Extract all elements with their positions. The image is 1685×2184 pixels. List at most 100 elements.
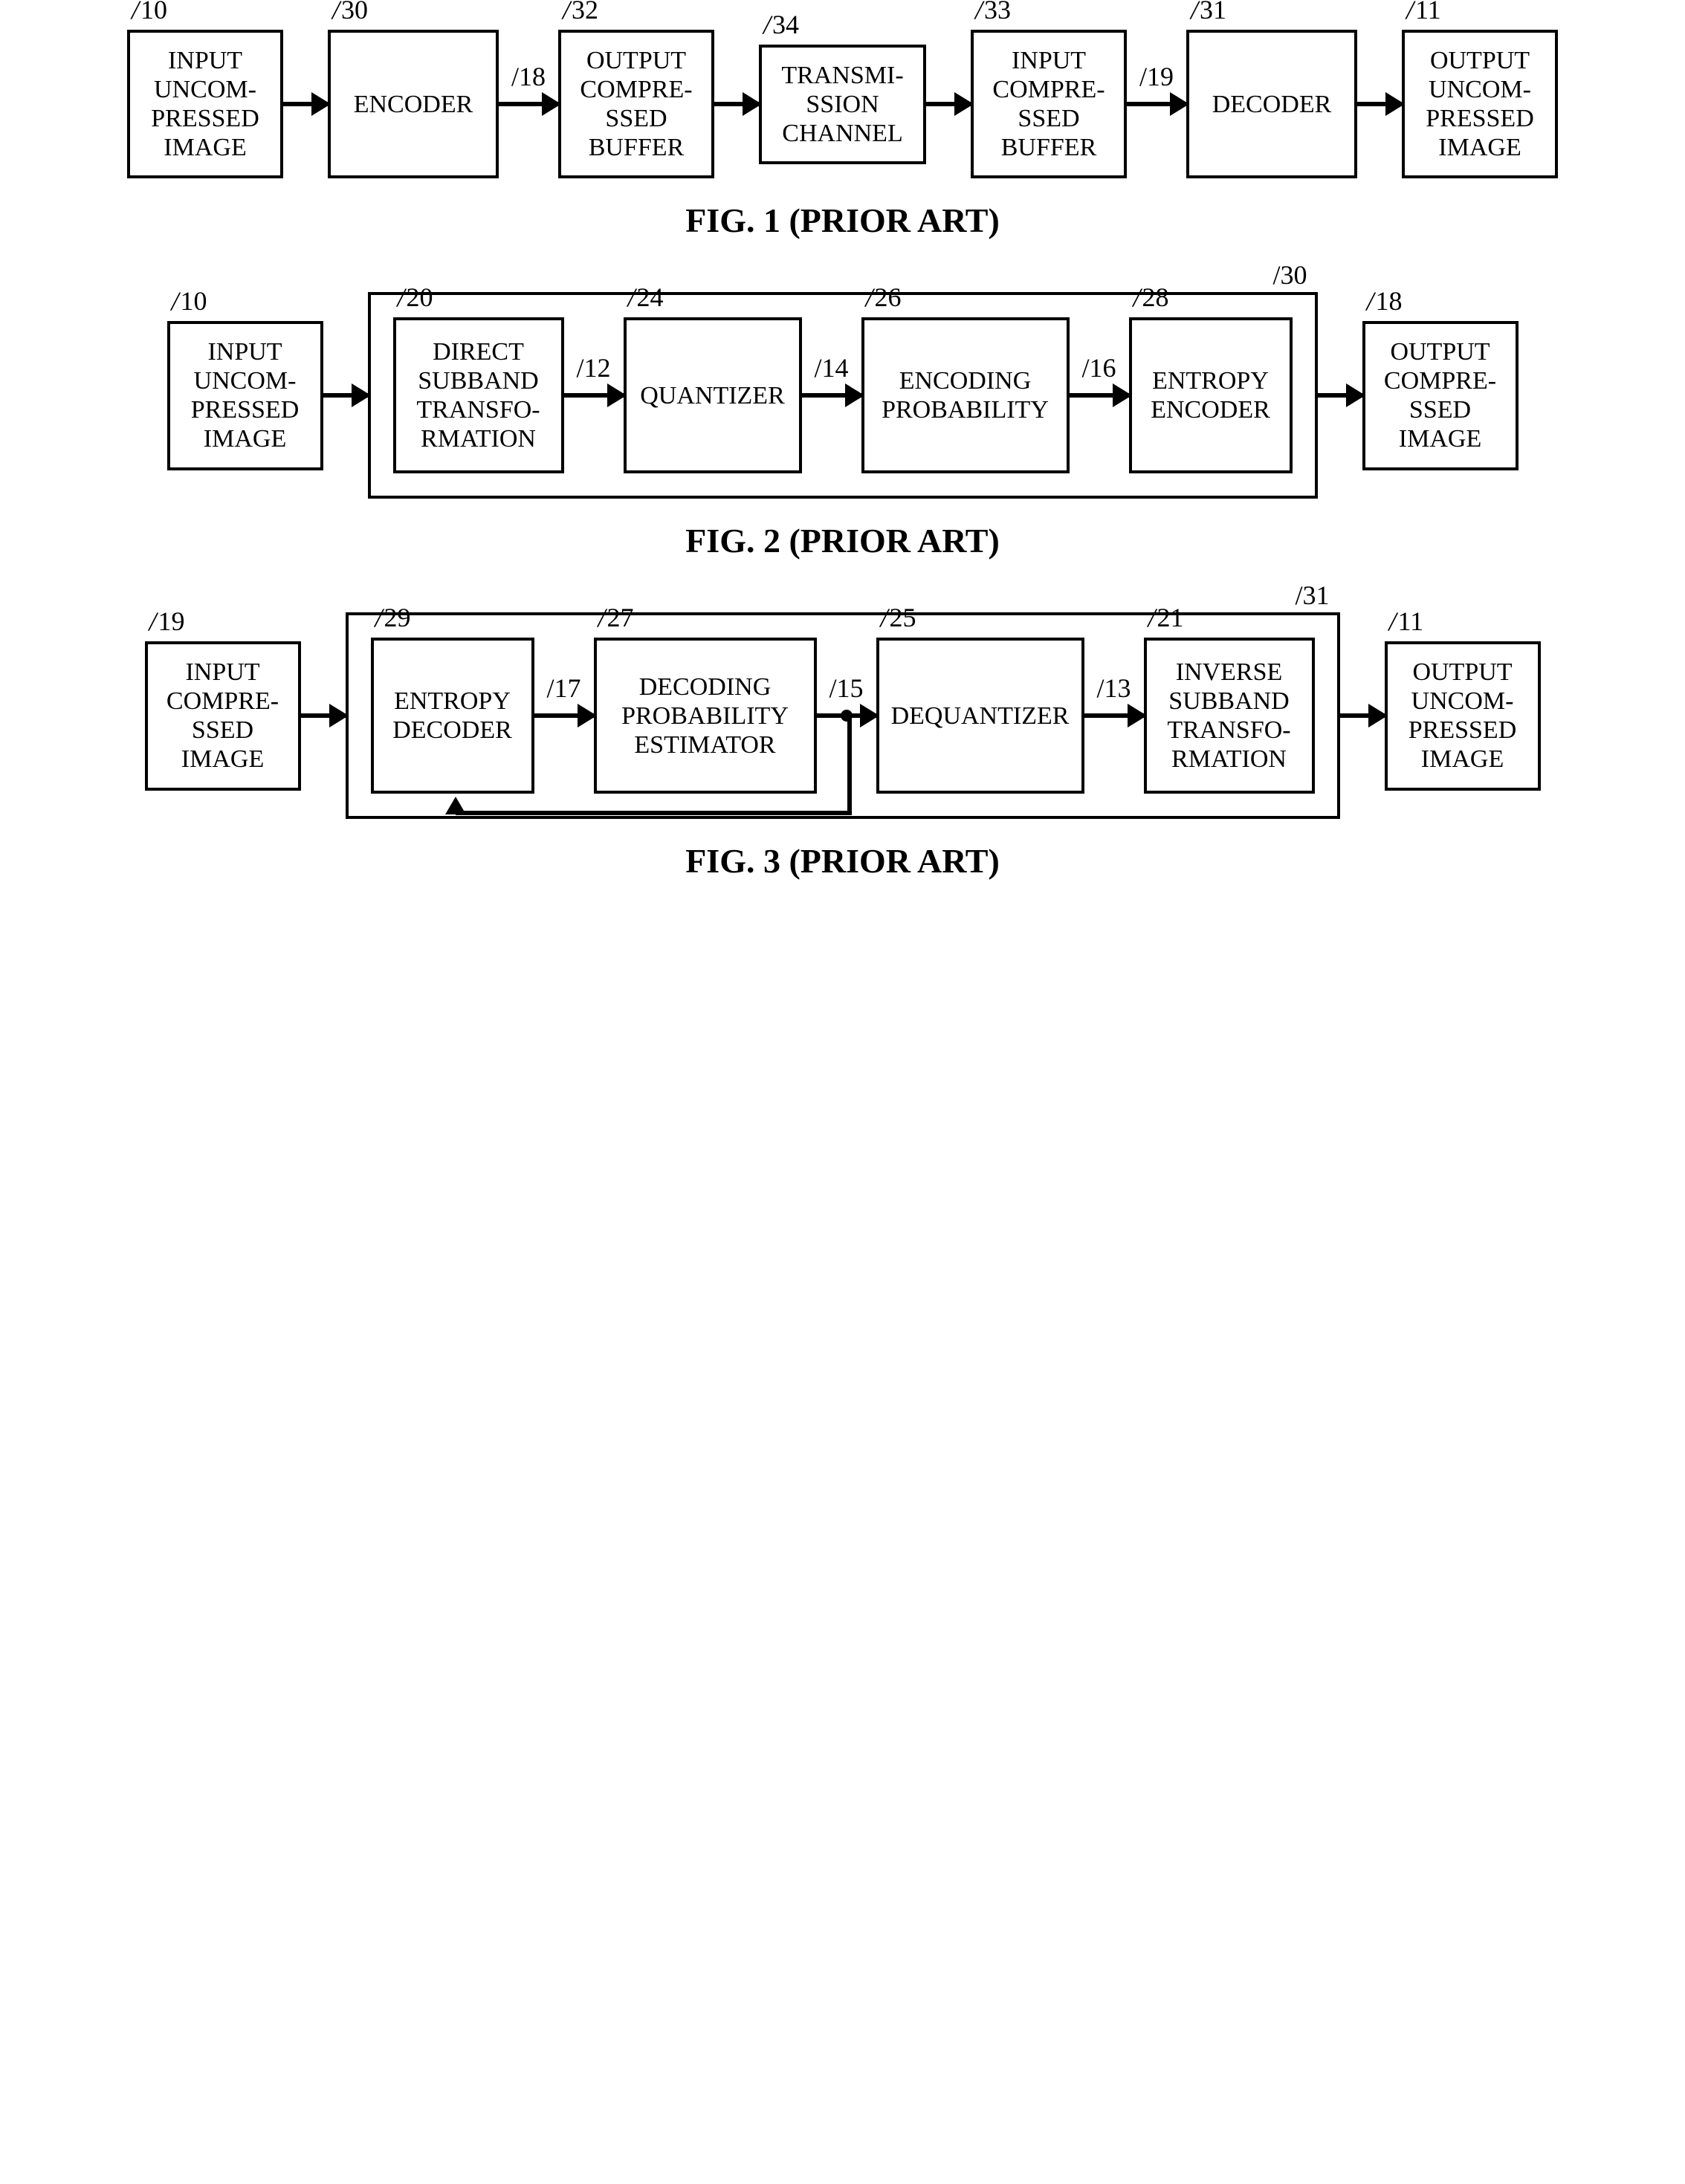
line: ENCODER — [354, 90, 473, 119]
fig2-block-dst: /20 DIRECT SUBBAND TRANSFO- RMATION — [393, 317, 564, 473]
frame-ref: /30 — [1272, 259, 1307, 291]
fig2-row: /10 INPUT UNCOM- PRESSED IMAGE /30 /20 D… — [167, 292, 1519, 499]
line: TRANSFO- — [1167, 716, 1290, 745]
line: PRESSED — [151, 104, 259, 133]
line: SSED — [1018, 104, 1079, 133]
fig2-encoder-frame: /30 /20 DIRECT SUBBAND TRANSFO- RMATION … — [368, 292, 1318, 499]
line: INVERSE — [1176, 658, 1283, 687]
line: BUFFER — [589, 133, 685, 162]
line: UNCOM- — [1411, 687, 1514, 716]
ref-label: 14 — [822, 353, 849, 383]
fig1-block-inbuf: /33 INPUT COMPRE- SSED BUFFER — [971, 30, 1127, 178]
line: DEQUANTIZER — [891, 701, 1070, 730]
ref-label: 16 — [1090, 353, 1116, 383]
arrow: /17 — [534, 713, 594, 718]
fig1-block-decoder: /31 DECODER — [1186, 30, 1357, 178]
fig3-decoder-frame: /31 /29 ENTROPY DECODER /17 /27 DECODING — [346, 612, 1340, 819]
fig1-block-channel: /34 TRANSMI- SSION CHANNEL — [759, 45, 926, 164]
ref-label: 19 — [158, 606, 185, 636]
line: INPUT — [168, 46, 242, 75]
ref-label: 31 — [1200, 0, 1226, 25]
fig1-block-encoder: /30 ENCODER — [328, 30, 499, 178]
line: ENTROPY — [394, 687, 511, 716]
line: PROBABILITY — [882, 395, 1049, 424]
line: SSION — [806, 90, 879, 119]
arrow — [926, 102, 971, 106]
line: PRESSED — [191, 395, 300, 424]
line: COMPRE- — [1384, 366, 1496, 395]
ref-label: 33 — [984, 0, 1011, 25]
fig3-block-output: /11 OUTPUT UNCOM- PRESSED IMAGE — [1385, 641, 1541, 790]
line: INPUT — [185, 658, 259, 687]
line: IMAGE — [1421, 745, 1504, 774]
ref-label: 18 — [1376, 286, 1403, 316]
line: SUBBAND — [418, 366, 538, 395]
ref-label: 11 — [1398, 606, 1424, 636]
fig3-row: /19 INPUT COMPRE- SSED IMAGE /31 /29 ENT… — [145, 612, 1541, 819]
fig3-block-prob-estimator: /27 DECODING PROBABILITY ESTIMATOR — [594, 638, 817, 794]
arrow: /18 — [499, 102, 558, 106]
line: SUBBAND — [1168, 687, 1289, 716]
fig2-block-input: /10 INPUT UNCOM- PRESSED IMAGE — [167, 321, 323, 470]
line: RMATION — [421, 424, 536, 453]
figure-3: /19 INPUT COMPRE- SSED IMAGE /31 /29 ENT… — [25, 612, 1660, 881]
line: OUTPUT — [1412, 658, 1512, 687]
ref-label: 28 — [1142, 282, 1169, 312]
ref-label: 32 — [572, 0, 598, 25]
fig2-block-entropy-encoder: /28 ENTROPY ENCODER — [1129, 317, 1293, 473]
fig1-block-outbuf: /32 OUTPUT COMPRE- SSED BUFFER — [558, 30, 714, 178]
line: DECODING — [639, 673, 772, 701]
line: INPUT — [207, 337, 282, 366]
line: IMAGE — [1399, 424, 1481, 453]
line: DIRECT — [433, 337, 524, 366]
fig3-block-dequantizer: /25 DEQUANTIZER — [876, 638, 1084, 794]
fig2-block-prob: /26 ENCODING PROBABILITY — [861, 317, 1070, 473]
figure-2: /10 INPUT UNCOM- PRESSED IMAGE /30 /20 D… — [25, 292, 1660, 560]
fig2-block-quantizer: /24 QUANTIZER — [624, 317, 802, 473]
line: TRANSMI- — [781, 61, 903, 90]
ref-label: 18 — [519, 62, 546, 91]
arrow — [714, 102, 759, 106]
ref-label: 21 — [1157, 603, 1184, 632]
line: SSED — [1409, 395, 1471, 424]
fig3-block-entropy-decoder: /29 ENTROPY DECODER — [371, 638, 534, 794]
fig1-block-input: /10 INPUT UNCOM- PRESSED IMAGE — [127, 30, 283, 178]
ref-label: 12 — [584, 353, 611, 383]
frame-ref: /31 — [1295, 580, 1329, 611]
fig3-block-input: /19 INPUT COMPRE- SSED IMAGE — [145, 641, 301, 790]
ref-label: 10 — [181, 286, 207, 316]
fig3-block-inverse-subband: /21 INVERSE SUBBAND TRANSFO- RMATION — [1144, 638, 1315, 794]
line: COMPRE- — [166, 687, 279, 716]
line: PROBABILITY — [621, 701, 789, 730]
ref-label: 25 — [890, 603, 916, 632]
line: DECODER — [1212, 90, 1332, 119]
arrow — [1318, 393, 1362, 398]
fig2-caption: FIG. 2 (PRIOR ART) — [685, 521, 1000, 560]
ref-label: 29 — [384, 603, 411, 632]
ref-label: 27 — [607, 603, 634, 632]
line: OUTPUT — [586, 46, 686, 75]
arrow — [283, 102, 328, 106]
ref-label: 30 — [341, 0, 368, 25]
arrow: /12 — [564, 393, 624, 398]
line: SSED — [605, 104, 667, 133]
line: IMAGE — [164, 133, 246, 162]
fig1-row: /10 INPUT UNCOM- PRESSED IMAGE /30 ENCOD… — [127, 30, 1558, 178]
ref-label: 26 — [875, 282, 902, 312]
line: IMAGE — [181, 745, 264, 774]
fig1-caption: FIG. 1 (PRIOR ART) — [685, 201, 1000, 240]
ref-label: 15 — [837, 673, 864, 703]
feedback-tap-node — [841, 710, 853, 722]
line: IMAGE — [204, 424, 286, 453]
line: UNCOM- — [194, 366, 297, 395]
line: ENCODER — [1151, 395, 1270, 424]
ref-label: 20 — [407, 282, 433, 312]
ref-label: 17 — [554, 673, 581, 703]
ref-label: 11 — [1415, 0, 1441, 25]
line: OUTPUT — [1430, 46, 1530, 75]
line: OUTPUT — [1390, 337, 1490, 366]
line: IMAGE — [1438, 133, 1521, 162]
line: CHANNEL — [782, 119, 902, 148]
fig2-block-output: /18 OUTPUT COMPRE- SSED IMAGE — [1362, 321, 1519, 470]
line: RMATION — [1171, 745, 1287, 774]
